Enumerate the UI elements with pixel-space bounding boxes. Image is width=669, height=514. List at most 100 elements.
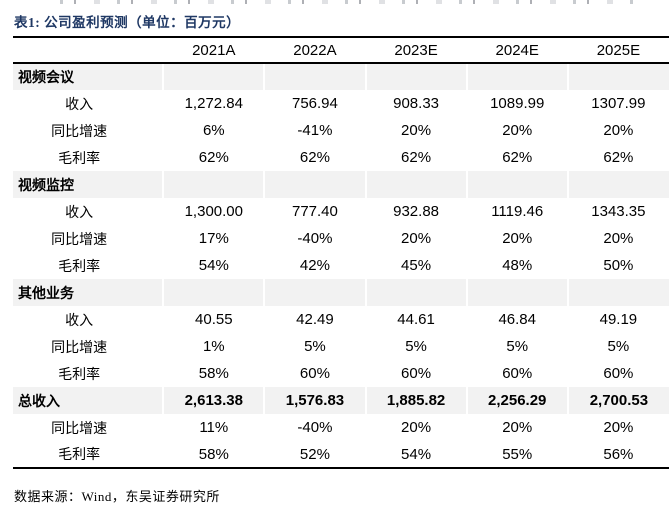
value-cell: 20% — [603, 122, 634, 139]
value-cell: 54% — [198, 257, 229, 274]
row-label: 同比增速 — [51, 232, 108, 248]
value-cell: 62% — [299, 149, 330, 166]
column-header-2022a: 2022A — [264, 36, 366, 64]
value-cell: 45% — [401, 257, 432, 274]
empty-cell — [465, 63, 568, 90]
table-row-revenue: 收入 1,272.84 756.94 908.33 1089.99 1307.9… — [13, 90, 669, 117]
row-label: 同比增速 — [51, 340, 108, 356]
profit-forecast-table: 2021A 2022A 2023E 2024E 2025E 视频会议 收入 1,… — [13, 36, 669, 469]
value-cell: 48% — [502, 257, 533, 274]
row-label: 毛利率 — [58, 151, 101, 167]
value-cell: 46.84 — [498, 311, 536, 328]
value-cell: 20% — [401, 230, 432, 247]
section-label: 其他业务 — [13, 279, 164, 306]
table-row-yoy-growth: 同比增速 11% -40% 20% 20% 20% — [13, 414, 669, 441]
value-cell: 62% — [502, 149, 533, 166]
table-row-yoy-growth: 同比增速 1% 5% 5% 5% 5% — [13, 333, 669, 360]
column-header-2024e: 2024E — [466, 36, 568, 64]
table-row-gross-margin: 毛利率 58% 60% 60% 60% 60% — [13, 360, 669, 387]
value-cell: 6% — [202, 122, 225, 139]
value-cell: 1,885.82 — [364, 387, 467, 414]
row-label: 毛利率 — [58, 259, 101, 275]
value-cell: 1307.99 — [591, 95, 646, 112]
row-label: 收入 — [65, 313, 94, 329]
value-cell: 56% — [567, 441, 669, 469]
value-cell: 1119.46 — [491, 203, 544, 220]
value-cell: 20% — [502, 122, 533, 139]
value-cell: 2,256.29 — [465, 387, 568, 414]
value-cell: 60% — [603, 365, 634, 382]
section-label: 视频监控 — [13, 171, 164, 198]
empty-cell — [566, 279, 669, 306]
value-cell: 55% — [466, 441, 568, 469]
row-label: 毛利率 — [13, 441, 164, 469]
empty-cell — [364, 171, 467, 198]
value-cell: 11% — [199, 419, 229, 436]
table-row-yoy-growth: 同比增速 6% -41% 20% 20% 20% — [13, 117, 669, 144]
value-cell: 5% — [506, 338, 529, 355]
header-empty-cell — [13, 36, 164, 64]
empty-cell — [263, 63, 366, 90]
empty-cell — [566, 63, 669, 90]
value-cell: 58% — [163, 441, 265, 469]
column-header-2021a: 2021A — [163, 36, 265, 64]
value-cell: -40% — [297, 230, 333, 247]
table-row-revenue: 收入 40.55 42.49 44.61 46.84 49.19 — [13, 306, 669, 333]
value-cell: 1343.35 — [591, 203, 646, 220]
empty-cell — [465, 279, 568, 306]
value-cell: 1% — [202, 338, 225, 355]
value-cell: 1,272.84 — [184, 95, 243, 112]
value-cell: 60% — [401, 365, 432, 382]
value-cell: 20% — [603, 419, 634, 436]
value-cell: 20% — [502, 230, 533, 247]
table-row-gross-margin: 毛利率 62% 62% 62% 62% 62% — [13, 144, 669, 171]
value-cell: -41% — [297, 122, 333, 139]
value-cell: 1,300.00 — [184, 203, 243, 220]
section-label: 视频会议 — [13, 63, 164, 90]
table-row-yoy-growth: 同比增速 17% -40% 20% 20% 20% — [13, 225, 669, 252]
column-header-2023e: 2023E — [365, 36, 467, 64]
empty-cell — [162, 63, 265, 90]
value-cell: 932.88 — [393, 203, 440, 220]
value-cell: 50% — [603, 257, 634, 274]
value-cell: 908.33 — [393, 95, 440, 112]
value-cell: 1089.99 — [490, 95, 545, 112]
empty-cell — [162, 279, 265, 306]
value-cell: 62% — [198, 149, 229, 166]
value-cell: 52% — [264, 441, 366, 469]
row-label: 同比增速 — [51, 421, 108, 437]
value-cell: 42.49 — [296, 311, 334, 328]
value-cell: 60% — [299, 365, 330, 382]
row-label: 收入 — [65, 97, 94, 113]
section-row-total-revenue: 总收入 2,613.38 1,576.83 1,885.82 2,256.29 … — [13, 387, 669, 414]
section-row-other-business: 其他业务 — [13, 279, 669, 306]
value-cell: 20% — [401, 419, 432, 436]
empty-cell — [263, 279, 366, 306]
value-cell: 40.55 — [195, 311, 233, 328]
value-cell: 17% — [198, 230, 229, 247]
clipped-text-fragment-top — [60, 0, 640, 4]
row-label: 收入 — [65, 205, 94, 221]
header-row: 2021A 2022A 2023E 2024E 2025E — [13, 36, 669, 64]
value-cell: 1,576.83 — [263, 387, 366, 414]
column-header-2025e: 2025E — [567, 36, 669, 64]
value-cell: 20% — [502, 419, 533, 436]
value-cell: 60% — [502, 365, 533, 382]
empty-cell — [566, 171, 669, 198]
value-cell: 58% — [198, 365, 229, 382]
value-cell: 49.19 — [599, 311, 638, 328]
table-row-revenue: 收入 1,300.00 777.40 932.88 1119.46 1343.3… — [13, 198, 669, 225]
section-row-video-conference: 视频会议 — [13, 63, 669, 90]
table-row-gross-margin: 毛利率 58% 52% 54% 55% 56% — [13, 441, 669, 469]
value-cell: 62% — [401, 149, 432, 166]
empty-cell — [364, 279, 467, 306]
data-source-note: 数据来源：Wind，东吴证券研究所 — [14, 489, 220, 504]
empty-cell — [263, 171, 366, 198]
value-cell: -40% — [297, 419, 333, 436]
section-label: 总收入 — [13, 387, 164, 414]
empty-cell — [465, 171, 568, 198]
value-cell: 5% — [405, 338, 427, 355]
value-cell: 54% — [365, 441, 467, 469]
section-row-video-surveillance: 视频监控 — [13, 171, 669, 198]
value-cell: 2,613.38 — [162, 387, 265, 414]
